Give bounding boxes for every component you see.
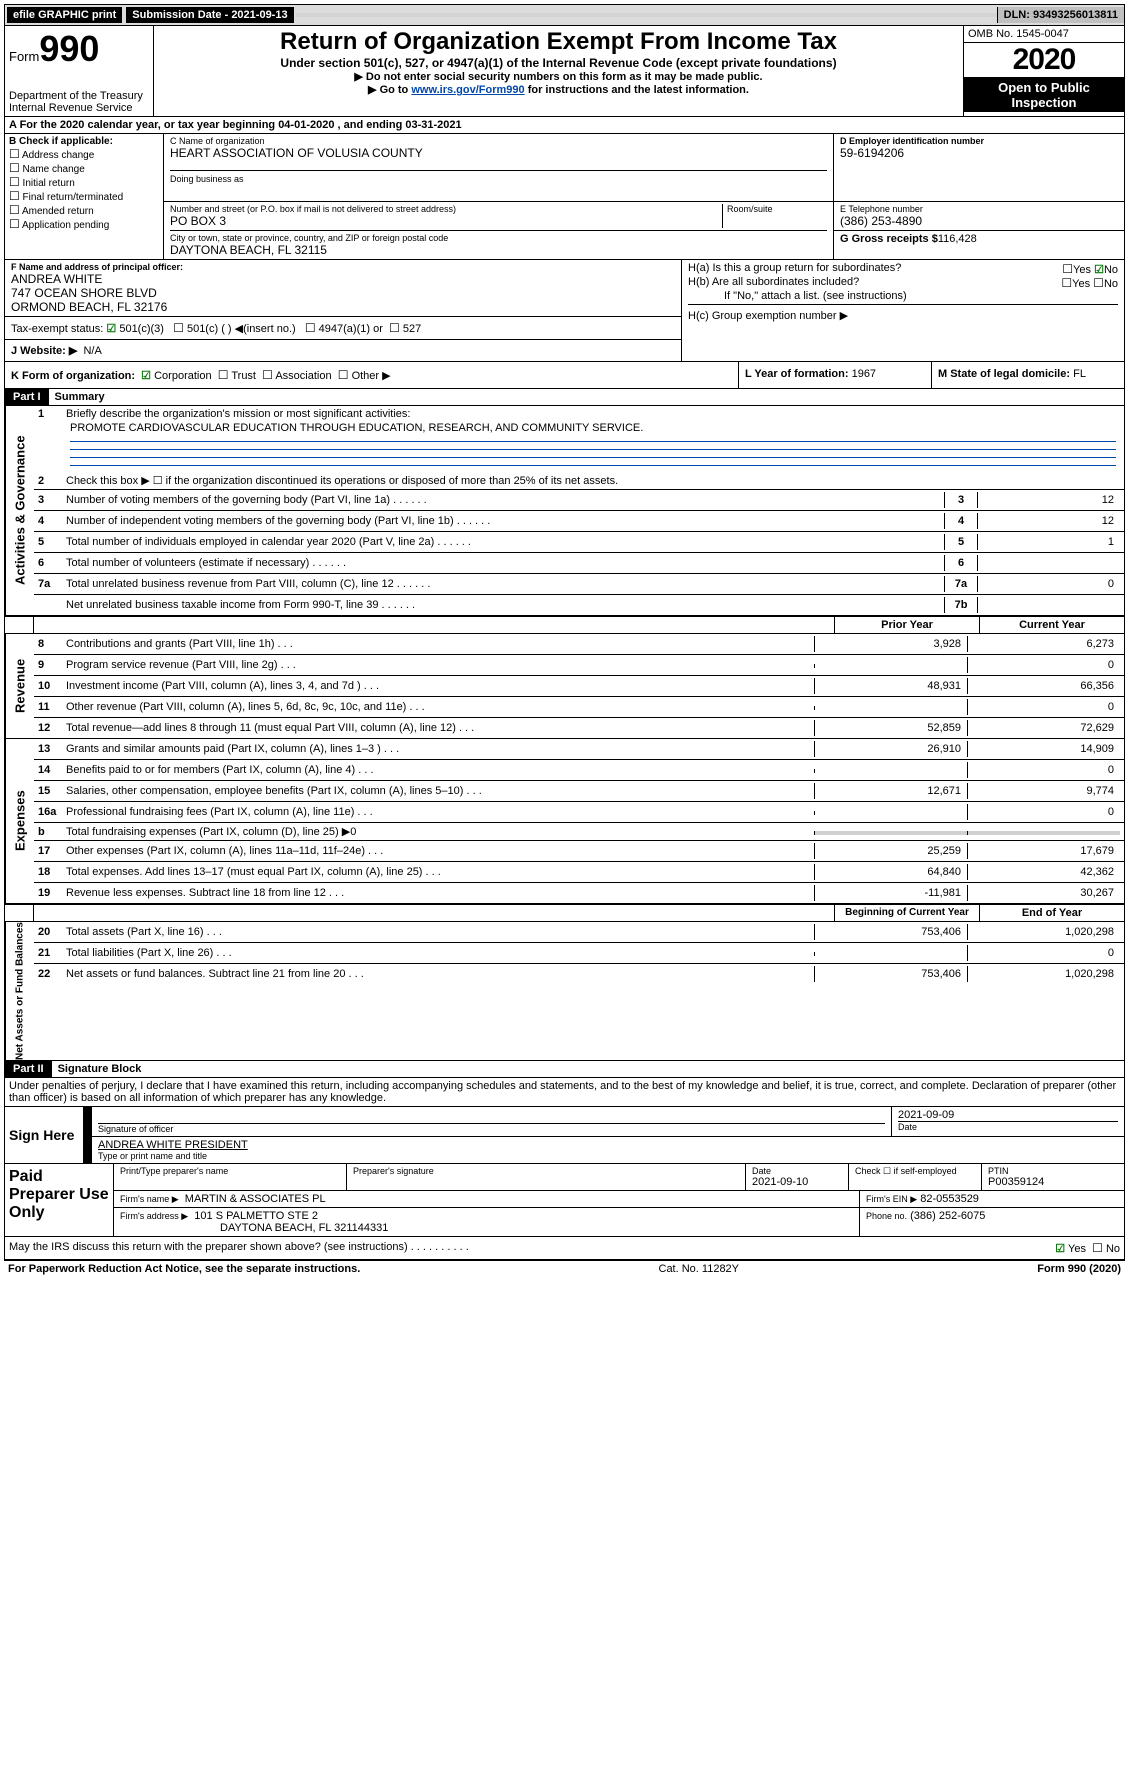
- checkbox-item[interactable]: ☐ Amended return: [9, 203, 159, 217]
- row-klm: K Form of organization: ☑ Corporation ☐ …: [4, 362, 1125, 389]
- org-name: HEART ASSOCIATION OF VOLUSIA COUNTY: [170, 146, 827, 160]
- row-fgh: F Name and address of principal officer:…: [4, 260, 1125, 362]
- money-line: bTotal fundraising expenses (Part IX, co…: [34, 822, 1124, 840]
- checkbox-item[interactable]: ☐ Name change: [9, 161, 159, 175]
- header-boy-eoy: Beginning of Current Year End of Year: [4, 904, 1125, 922]
- money-line: 9Program service revenue (Part VIII, lin…: [34, 654, 1124, 675]
- part2-header: Part II Signature Block: [4, 1061, 1125, 1078]
- sign-date: 2021-09-09: [898, 1109, 1118, 1121]
- street-address: PO BOX 3: [170, 214, 722, 228]
- section-net-assets: Net Assets or Fund Balances 20Total asse…: [4, 922, 1125, 1061]
- top-bar: efile GRAPHIC print Submission Date - 20…: [4, 4, 1125, 26]
- section-governance: Activities & Governance 1Briefly describ…: [4, 406, 1125, 616]
- gross-receipts: 116,428: [938, 233, 977, 245]
- form-subtitle: Under section 501(c), 527, or 4947(a)(1)…: [156, 56, 961, 70]
- checkbox-item[interactable]: ☐ Final return/terminated: [9, 189, 159, 203]
- summary-line: 7aTotal unrelated business revenue from …: [34, 573, 1124, 594]
- money-line: 8Contributions and grants (Part VIII, li…: [34, 634, 1124, 654]
- money-line: 10Investment income (Part VIII, column (…: [34, 675, 1124, 696]
- money-line: 12Total revenue—add lines 8 through 11 (…: [34, 717, 1124, 738]
- firm-phone: (386) 252-6075: [910, 1210, 985, 1222]
- ptin-value: P00359124: [988, 1176, 1118, 1188]
- money-line: 18Total expenses. Add lines 13–17 (must …: [34, 861, 1124, 882]
- money-line: 11Other revenue (Part VIII, column (A), …: [34, 696, 1124, 717]
- firm-name: MARTIN & ASSOCIATES PL: [185, 1193, 326, 1205]
- check-corp-icon: ☑: [141, 370, 151, 382]
- discuss-row: May the IRS discuss this return with the…: [4, 1237, 1125, 1260]
- box-c: C Name of organization HEART ASSOCIATION…: [164, 134, 1124, 259]
- paid-preparer-block: Paid Preparer Use Only Print/Type prepar…: [4, 1164, 1125, 1237]
- note-ssn: ▶ Do not enter social security numbers o…: [156, 70, 961, 83]
- check-no-icon: ☑: [1094, 264, 1104, 276]
- header-prior-current: Prior Year Current Year: [4, 616, 1125, 634]
- part1-header: Part I Summary: [4, 389, 1125, 406]
- period-row: A For the 2020 calendar year, or tax yea…: [4, 117, 1125, 134]
- instructions-link[interactable]: www.irs.gov/Form990: [411, 84, 524, 96]
- efile-button[interactable]: efile GRAPHIC print: [7, 7, 122, 23]
- check-yes-icon: ☑: [1055, 1243, 1065, 1255]
- summary-line: 4Number of independent voting members of…: [34, 510, 1124, 531]
- money-line: 21Total liabilities (Part X, line 26) . …: [34, 942, 1124, 963]
- money-line: 19Revenue less expenses. Subtract line 1…: [34, 882, 1124, 903]
- website-value: N/A: [83, 345, 101, 357]
- section-revenue: Revenue 8Contributions and grants (Part …: [4, 634, 1125, 739]
- checkbox-item[interactable]: ☐ Initial return: [9, 175, 159, 189]
- checkbox-item[interactable]: ☐ Address change: [9, 147, 159, 161]
- vlabel-expenses: Expenses: [5, 739, 34, 903]
- money-line: 14Benefits paid to or for members (Part …: [34, 759, 1124, 780]
- money-line: 13Grants and similar amounts paid (Part …: [34, 739, 1124, 759]
- form-header: Form990 Department of the Treasury Inter…: [4, 26, 1125, 117]
- money-line: 20Total assets (Part X, line 16) . . .75…: [34, 922, 1124, 942]
- submission-button[interactable]: Submission Date - 2021-09-13: [126, 7, 293, 23]
- preparer-date: 2021-09-10: [752, 1176, 842, 1188]
- tax-year: 2020: [964, 43, 1124, 78]
- phone-value: (386) 253-4890: [840, 214, 1118, 228]
- year-formation: 1967: [852, 368, 876, 380]
- box-b: B Check if applicable: ☐ Address change☐…: [5, 134, 164, 259]
- page-footer: For Paperwork Reduction Act Notice, see …: [4, 1260, 1125, 1277]
- open-public-badge: Open to Public Inspection: [964, 78, 1124, 112]
- vlabel-revenue: Revenue: [5, 634, 34, 738]
- mission-text: PROMOTE CARDIOVASCULAR EDUCATION THROUGH…: [70, 422, 1116, 434]
- ein-value: 59-6194206: [840, 146, 1118, 160]
- firm-ein: 82-0553529: [920, 1193, 979, 1205]
- summary-line: 6Total number of volunteers (estimate if…: [34, 552, 1124, 573]
- form-prefix: Form: [9, 49, 39, 64]
- dept-label: Department of the Treasury Internal Reve…: [9, 90, 149, 114]
- summary-line: 3Number of voting members of the governi…: [34, 489, 1124, 510]
- money-line: 17Other expenses (Part IX, column (A), l…: [34, 840, 1124, 861]
- summary-line: Net unrelated business taxable income fr…: [34, 594, 1124, 615]
- entity-grid: B Check if applicable: ☐ Address change☐…: [4, 134, 1125, 260]
- officer-name: ANDREA WHITE: [11, 272, 675, 286]
- check-501c3-icon: ☑: [106, 323, 116, 335]
- section-expenses: Expenses 13Grants and similar amounts pa…: [4, 739, 1125, 904]
- money-line: 16aProfessional fundraising fees (Part I…: [34, 801, 1124, 822]
- declaration-text: Under penalties of perjury, I declare th…: [4, 1078, 1125, 1107]
- dln-label: DLN: 93493256013811: [997, 7, 1124, 23]
- note-goto: ▶ Go to www.irs.gov/Form990 for instruct…: [156, 83, 961, 96]
- summary-line: 5Total number of individuals employed in…: [34, 531, 1124, 552]
- money-line: 15Salaries, other compensation, employee…: [34, 780, 1124, 801]
- checkbox-item[interactable]: ☐ Application pending: [9, 217, 159, 231]
- officer-signed-name: ANDREA WHITE PRESIDENT: [98, 1139, 1118, 1151]
- money-line: 22Net assets or fund balances. Subtract …: [34, 963, 1124, 984]
- city-state-zip: DAYTONA BEACH, FL 32115: [170, 243, 827, 257]
- form-title: Return of Organization Exempt From Incom…: [156, 28, 961, 56]
- omb-number: OMB No. 1545-0047: [964, 26, 1124, 43]
- vlabel-governance: Activities & Governance: [5, 406, 34, 615]
- form-number: 990: [39, 28, 99, 69]
- state-domicile: FL: [1073, 368, 1086, 380]
- sign-here-block: Sign Here Signature of officer 2021-09-0…: [4, 1107, 1125, 1164]
- vlabel-net-assets: Net Assets or Fund Balances: [5, 922, 34, 1060]
